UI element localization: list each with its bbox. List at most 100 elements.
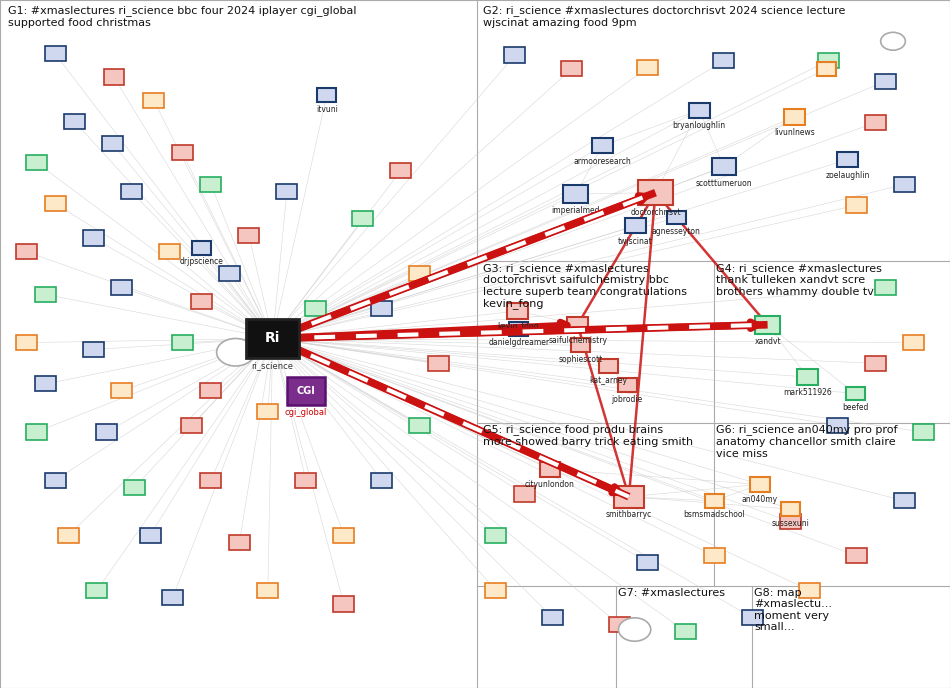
Bar [865,356,886,371]
Bar [514,486,535,502]
Bar [172,335,193,350]
Bar [571,338,590,352]
Bar [667,211,686,224]
Text: G2: ri_science #xmaslectures doctorchrisvt 2024 science lecture
wjscinat amazing: G2: ri_science #xmaslectures doctorchris… [483,6,845,28]
Bar [83,230,104,246]
Bar [561,61,582,76]
Text: saifulchemistry: saifulchemistry [548,336,607,345]
Bar [295,473,316,488]
Bar [200,383,221,398]
Circle shape [217,338,255,366]
Bar [287,377,325,405]
Bar [257,583,278,598]
Bar [124,480,145,495]
Bar [846,197,867,213]
Text: G8: map
#xmaslectu...
moment very
small...: G8: map #xmaslectu... moment very small.… [754,588,832,632]
Text: CGI: CGI [296,386,315,396]
Bar [712,158,736,175]
Bar [598,359,618,373]
Text: drjpscience: drjpscience [180,257,223,266]
Text: G1: #xmaslectures ri_science bbc four 2024 iplayer cgi_global
supported food chr: G1: #xmaslectures ri_science bbc four 20… [8,6,356,28]
Bar [837,152,858,167]
Bar [200,473,221,488]
Bar [755,316,780,334]
Bar [875,74,896,89]
Bar [45,46,66,61]
Bar [140,528,161,543]
Bar [257,404,278,419]
Bar [143,93,164,108]
Text: mark511926: mark511926 [783,388,832,397]
Bar [675,624,696,639]
Bar [567,317,588,332]
Bar [614,486,644,508]
Bar [352,211,373,226]
Bar [827,418,848,433]
Bar [428,356,449,371]
Bar [637,555,658,570]
Bar [563,185,588,203]
Bar [35,376,56,391]
Text: imperialmed: imperialmed [551,206,600,215]
Bar [58,528,79,543]
Text: zoelaughlin: zoelaughlin [826,171,869,180]
Text: G3: ri_science #xmaslectures
doctorchrisvt saifulchemistry bbc
lecture superb te: G3: ri_science #xmaslectures doctorchris… [483,263,687,310]
Text: G6: ri_science an040my pro prof
anatomy chancellor smith claire
vice miss: G6: ri_science an040my pro prof anatomy … [716,424,898,459]
Bar [45,473,66,488]
Bar [637,60,658,75]
Bar [276,184,297,199]
Bar [689,103,710,118]
Bar [609,617,630,632]
Bar [96,424,117,440]
Bar [111,280,132,295]
Text: bryanloughlin: bryanloughlin [673,121,726,130]
Bar [742,610,763,625]
Bar [846,387,864,400]
Bar [191,294,212,309]
Text: sussexuni: sussexuni [771,519,809,528]
Bar [219,266,240,281]
Bar [26,155,47,170]
Bar [104,69,124,85]
Bar [83,342,104,357]
Bar [246,319,299,358]
Bar [181,418,202,433]
Bar [317,88,336,102]
Bar [705,494,724,508]
Bar [16,335,37,350]
Circle shape [881,32,905,50]
Bar [200,177,221,192]
Bar [799,583,820,598]
Text: agnesseyton: agnesseyton [652,227,701,236]
Bar [64,114,85,129]
Bar [35,287,56,302]
Bar [780,514,801,529]
Text: sophiescott: sophiescott [559,355,602,364]
Text: xandvt: xandvt [754,337,781,346]
Bar [784,109,805,125]
Bar [618,378,636,392]
Text: jobrodie: jobrodie [612,395,642,404]
Text: twjscinat: twjscinat [618,237,653,246]
Circle shape [618,618,651,641]
Bar [371,473,392,488]
Bar [913,424,934,440]
Bar [625,218,646,233]
Text: livunlnews: livunlnews [774,128,814,137]
Text: ri_science: ri_science [252,361,294,370]
Bar [305,301,326,316]
Text: smithbarryc: smithbarryc [606,510,652,519]
Bar [121,184,142,199]
Text: kevin_fong: kevin_fong [497,322,539,331]
Bar [229,535,250,550]
Bar [409,418,430,433]
Text: kat_arney: kat_arney [589,376,627,385]
Bar [16,244,37,259]
Text: itvuni: itvuni [315,105,338,114]
Bar [409,266,430,281]
Text: danielgdreamer: danielgdreamer [488,338,549,347]
Bar [390,163,411,178]
Bar [102,136,123,151]
Text: beefed: beefed [842,403,868,412]
Bar [86,583,107,598]
